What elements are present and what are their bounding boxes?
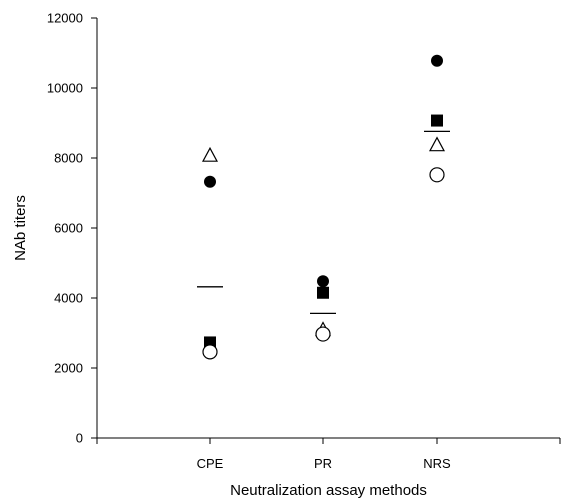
y-tick-label: 12000 [47, 11, 83, 26]
filled-circle-point-nrs [431, 54, 443, 67]
filled-square-point-nrs [431, 114, 443, 127]
y-tick-label: 8000 [54, 151, 83, 166]
filled-circle-point-pr [317, 275, 329, 288]
x-tick-label-cpe: CPE [197, 456, 224, 471]
data-points [201, 54, 446, 360]
x-axis: CPE PR NRS [96, 437, 561, 471]
filled-circle-point-cpe [204, 175, 216, 188]
y-tick-label: 4000 [54, 291, 83, 306]
open-circle-point-pr [315, 326, 331, 342]
mean-lines [197, 130, 450, 315]
open-circle-point-nrs [429, 167, 445, 183]
y-tick-label: 10000 [47, 81, 83, 96]
y-tick-label: 0 [76, 431, 83, 446]
y-tick-label: 6000 [54, 221, 83, 236]
x-tick-label-nrs: NRS [423, 456, 451, 471]
x-axis-label: Neutralization assay methods [230, 482, 427, 499]
filled-square-point-pr [317, 286, 329, 299]
open-circle-point-cpe [202, 344, 218, 360]
x-tick-label-pr: PR [314, 456, 332, 471]
y-tick-label: 2000 [54, 361, 83, 376]
open-triangle-point-cpe [201, 146, 219, 162]
y-axis: 0 2000 4000 6000 8000 10000 12000 [47, 11, 98, 446]
y-axis-label: NAb titers [12, 195, 29, 261]
open-triangle-point-nrs [428, 136, 446, 152]
